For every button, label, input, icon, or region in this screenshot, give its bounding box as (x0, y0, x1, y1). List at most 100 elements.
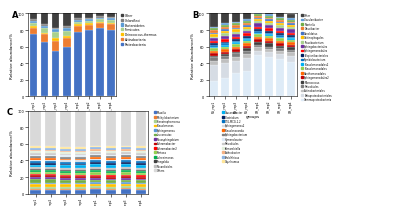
Bar (30, 152, 41, 153)
Bar (210, 35, 218, 37)
Bar (276, 37, 284, 39)
Bar (136, 155, 146, 157)
X-axis label: groups: groups (245, 114, 260, 118)
Bar (63, 39, 71, 47)
Bar (75, 161, 86, 162)
Bar (45, 163, 56, 165)
Bar (30, 148, 41, 150)
Bar (210, 28, 218, 29)
Bar (75, 162, 86, 164)
Bar (30, 110, 41, 147)
Bar (105, 190, 116, 194)
Bar (30, 150, 41, 152)
Bar (75, 175, 86, 176)
Bar (63, 32, 71, 37)
Bar (121, 157, 131, 159)
Bar (210, 52, 218, 54)
Bar (75, 164, 86, 166)
Bar (221, 14, 229, 24)
Bar (265, 57, 273, 97)
Bar (265, 47, 273, 50)
Bar (105, 170, 116, 171)
Bar (243, 28, 251, 30)
Bar (74, 25, 81, 27)
Bar (254, 48, 262, 52)
Bar (254, 52, 262, 56)
Bar (75, 147, 86, 149)
Bar (265, 42, 273, 44)
Bar (61, 166, 71, 168)
Bar (63, 27, 71, 28)
Bar (61, 176, 71, 178)
Y-axis label: Relative abundance/%: Relative abundance/% (191, 33, 195, 78)
Bar (45, 167, 56, 169)
Bar (121, 167, 131, 169)
Bar (105, 168, 116, 170)
Bar (105, 180, 116, 183)
Bar (121, 161, 131, 162)
Bar (75, 154, 86, 156)
Bar (74, 21, 81, 23)
Bar (30, 14, 37, 20)
Bar (45, 174, 56, 176)
Bar (210, 14, 218, 28)
Bar (30, 35, 37, 97)
Bar (254, 14, 262, 15)
Bar (232, 43, 240, 45)
Bar (136, 168, 146, 170)
Bar (221, 55, 229, 56)
Bar (85, 31, 93, 97)
Bar (243, 34, 251, 37)
Bar (243, 49, 251, 52)
Bar (121, 169, 131, 171)
Bar (75, 166, 86, 168)
Bar (276, 52, 284, 55)
Bar (30, 171, 41, 172)
Bar (63, 47, 71, 97)
Bar (243, 44, 251, 47)
Bar (221, 42, 229, 44)
Bar (61, 159, 71, 161)
Y-axis label: Relative abundance/%: Relative abundance/% (10, 33, 14, 78)
Bar (232, 33, 240, 35)
Bar (254, 40, 262, 42)
Bar (288, 33, 295, 36)
Bar (105, 147, 116, 148)
X-axis label: groups: groups (65, 114, 79, 118)
Bar (288, 26, 295, 28)
Bar (136, 173, 146, 176)
Bar (105, 185, 116, 187)
Bar (91, 167, 101, 169)
Bar (232, 52, 240, 54)
Bar (105, 104, 116, 147)
Bar (61, 180, 71, 183)
Bar (30, 28, 37, 35)
Bar (30, 160, 41, 162)
Bar (276, 19, 284, 21)
Bar (61, 173, 71, 175)
Bar (265, 33, 273, 35)
Bar (105, 165, 116, 168)
Bar (30, 187, 41, 189)
Bar (288, 30, 295, 33)
Bar (288, 28, 295, 30)
Bar (61, 149, 71, 151)
Bar (41, 14, 49, 25)
Bar (41, 29, 49, 33)
Bar (96, 29, 103, 97)
Bar (254, 32, 262, 33)
Bar (121, 162, 131, 164)
Bar (107, 23, 115, 25)
Bar (265, 44, 273, 47)
Bar (75, 151, 86, 152)
Bar (75, 180, 86, 183)
Bar (91, 151, 101, 152)
Bar (75, 178, 86, 180)
Bar (265, 23, 273, 26)
Bar (107, 31, 115, 97)
Bar (136, 170, 146, 171)
Bar (121, 180, 131, 182)
Bar (96, 14, 103, 17)
Bar (30, 162, 41, 163)
Bar (85, 20, 93, 22)
